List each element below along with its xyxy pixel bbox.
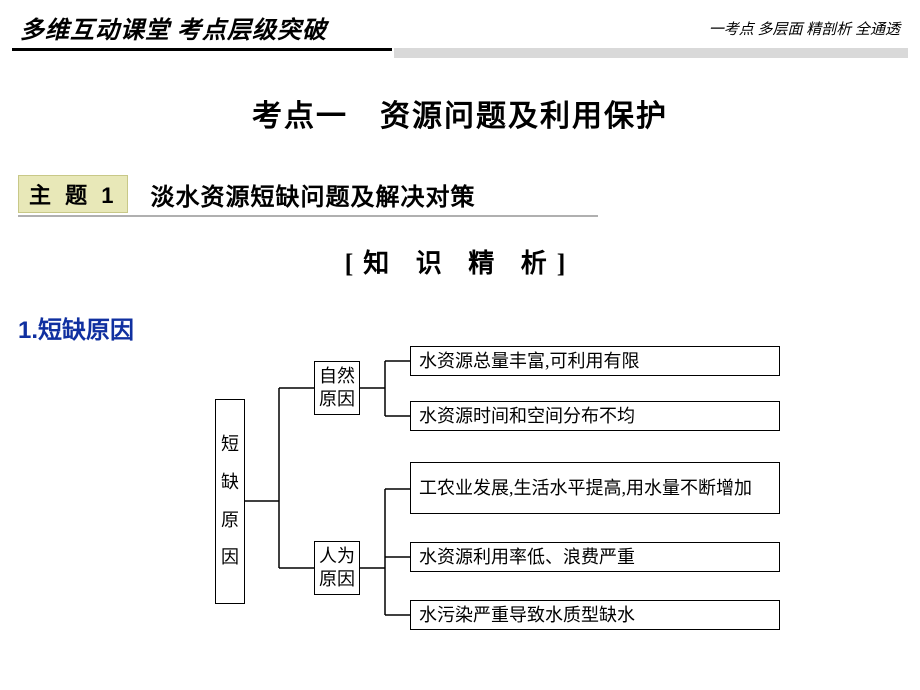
root-char: 缺 bbox=[221, 464, 239, 502]
root-char: 短 bbox=[221, 426, 239, 464]
diagram-root: 短 缺 原 因 bbox=[215, 399, 245, 604]
leaf-2: 水资源时间和空间分布不均 bbox=[410, 401, 780, 431]
section-label: 1.短缺原因 bbox=[18, 310, 920, 345]
leaf-4: 水资源利用率低、浪费严重 bbox=[410, 542, 780, 572]
underline-gray bbox=[394, 48, 908, 58]
root-char: 原 bbox=[221, 502, 239, 540]
branch-human: 人为 原因 bbox=[314, 541, 360, 595]
branch-line: 人为 bbox=[319, 545, 355, 568]
header-right-subtitle: 一考点 多层面 精剖析 全通透 bbox=[709, 18, 900, 39]
branch-line: 原因 bbox=[319, 568, 355, 591]
leaf-1: 水资源总量丰富,可利用有限 bbox=[410, 346, 780, 376]
topic-badge: 主 题 1 bbox=[18, 175, 128, 213]
underline-black bbox=[12, 48, 392, 51]
leaf-3: 工农业发展,生活水平提高,用水量不断增加 bbox=[410, 462, 780, 514]
leaf-5: 水污染严重导致水质型缺水 bbox=[410, 600, 780, 630]
topic-row: 主 题 1 淡水资源短缺问题及解决对策 bbox=[18, 175, 598, 217]
root-char: 因 bbox=[221, 539, 239, 577]
shortage-diagram: 短 缺 原 因 自然 原因 人为 原因 水资源总量丰富,可利用有限 水资源时间和… bbox=[215, 346, 785, 666]
branch-line: 原因 bbox=[319, 388, 355, 411]
topic-text: 淡水资源短缺问题及解决对策 bbox=[150, 177, 475, 212]
subheading: [知 识 精 析] bbox=[0, 243, 920, 280]
header: 多维互动课堂 考点层级突破 一考点 多层面 精剖析 全通透 bbox=[0, 0, 920, 48]
branch-natural: 自然 原因 bbox=[314, 361, 360, 415]
header-underline bbox=[12, 48, 908, 51]
main-title: 考点一 资源问题及利用保护 bbox=[0, 91, 920, 135]
branch-line: 自然 bbox=[319, 365, 355, 388]
